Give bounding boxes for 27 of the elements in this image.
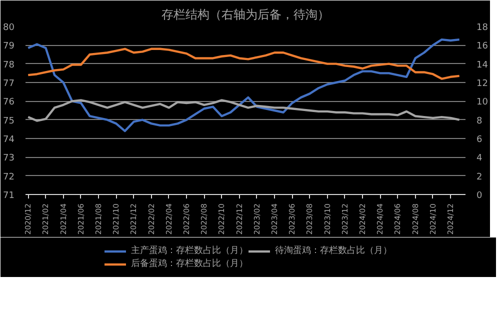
y2-tick-label: 6 [476, 135, 482, 145]
y-tick-label: 75 [3, 116, 14, 126]
y-tick-label: 71 [3, 191, 14, 201]
y2-tick-label: 4 [476, 154, 482, 164]
legend-label: 主产蛋鸡：存栏数占比（月） [131, 244, 248, 257]
y-tick-label: 78 [3, 60, 15, 70]
y-tick-label: 76 [3, 98, 15, 108]
y-tick-label: 73 [3, 154, 14, 164]
y2-tick-label: 0 [476, 191, 482, 201]
y-tick-label: 72 [3, 172, 14, 182]
y-tick-label: 79 [3, 42, 15, 52]
y-tick-label: 80 [3, 23, 15, 33]
legend-label: 后备蛋鸡：存栏数占比（月） [131, 258, 248, 270]
y2-tick-label: 8 [476, 116, 482, 126]
legend-label: 待淘蛋鸡：存栏数占比（月） [275, 244, 392, 257]
y-tick-label: 74 [3, 135, 15, 145]
y2-tick-label: 18 [476, 23, 488, 33]
chart-title: 存栏结构（右轴为后备，待淘） [162, 8, 330, 22]
line-series [27, 99, 460, 122]
y2-tick-label: 2 [476, 172, 482, 182]
line-series [27, 48, 460, 80]
y2-tick-label: 14 [476, 60, 488, 70]
y2-tick-label: 10 [476, 98, 488, 108]
y2-tick-label: 16 [476, 42, 488, 52]
line-series [27, 38, 460, 132]
y-tick-label: 77 [3, 79, 14, 89]
y2-tick-label: 12 [476, 79, 488, 89]
